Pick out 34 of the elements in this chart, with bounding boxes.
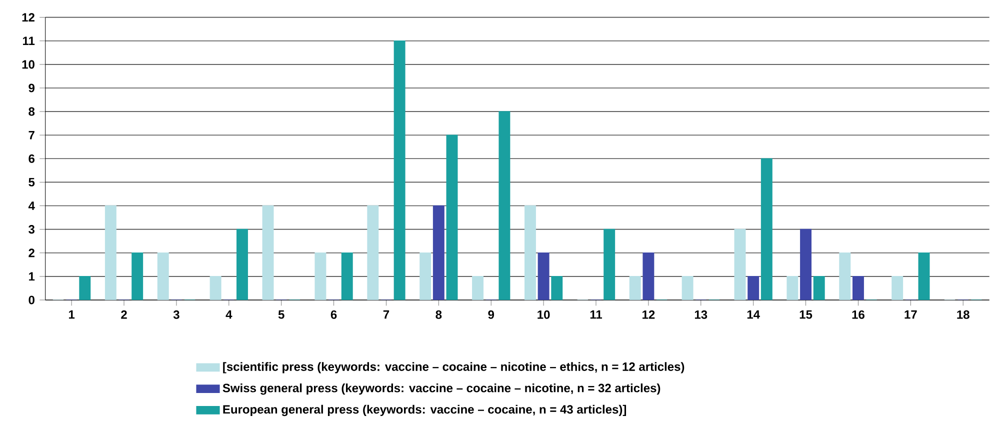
x-tick-label: 9: [488, 310, 494, 319]
y-tick-label: 0: [28, 296, 34, 304]
x-tick-label: 1: [68, 310, 75, 319]
x-tick-label: 14: [747, 310, 760, 319]
x-tick-label: 11: [590, 310, 602, 319]
x-tick-label: 8: [436, 310, 442, 319]
y-tick-label: 12: [22, 13, 34, 22]
y-tick-label: 8: [28, 107, 35, 116]
x-tick-label: 4: [226, 310, 232, 319]
x-tick-label: 6: [330, 310, 337, 319]
x-tick-label: 18: [957, 310, 970, 319]
y-tick-label: 10: [22, 60, 34, 69]
x-tick-label: 12: [642, 310, 655, 319]
y-tick-label: 5: [28, 178, 35, 186]
x-tick-label: 10: [538, 310, 550, 319]
y-tick-label: 11: [23, 36, 35, 46]
y-tick-label: 1: [29, 272, 35, 281]
legend-label: [scientific press (keywords: vaccine – cocaine – nicotine – ethics, n = 12 articles): [223, 362, 684, 374]
y-tick-label: 6: [28, 154, 34, 163]
x-tick-label: 2: [121, 310, 127, 319]
x-tick-label: 15: [800, 310, 812, 319]
legend-label: European general press (keywords: vaccine – cocaine, n = 43 articles)]: [223, 404, 626, 416]
y-tick-label: 7: [28, 130, 34, 140]
y-tick-label: 9: [28, 84, 34, 92]
x-tick-label: 17: [904, 310, 917, 319]
legend-label: Swiss general press (keywords: vaccine – cocaine – nicotine, n = 32 articles): [222, 383, 660, 395]
x-tick-label: 16: [852, 310, 864, 319]
y-tick-label: 2: [28, 248, 34, 258]
y-tick-label: 3: [28, 225, 34, 234]
y-tick-label: 4: [28, 202, 35, 210]
x-tick-label: 7: [383, 310, 390, 319]
x-tick-label: 13: [694, 310, 708, 319]
x-tick-label: 5: [278, 310, 284, 319]
x-tick-label: 3: [173, 310, 180, 319]
